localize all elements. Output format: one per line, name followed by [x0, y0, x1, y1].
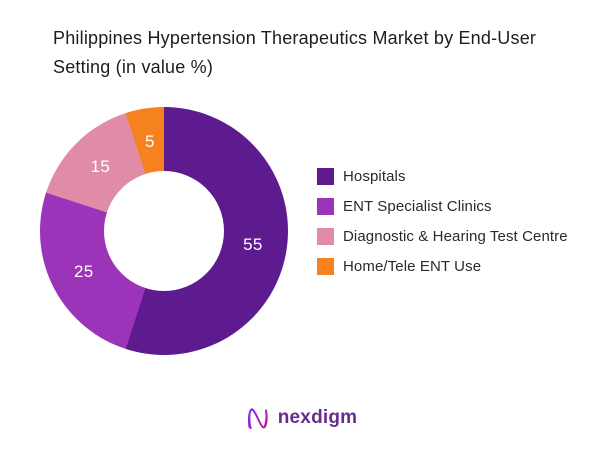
legend-item-home-tele-ent-use: Home/Tele ENT Use	[317, 258, 568, 275]
legend-label: ENT Specialist Clinics	[343, 198, 492, 215]
legend-swatch-hospitals	[317, 168, 334, 185]
chart-title: Philippines Hypertension Therapeutics Ma…	[53, 28, 537, 77]
legend-item-hospitals: Hospitals	[317, 168, 568, 185]
legend-swatch-diagnostic-hearing-test-centre	[317, 228, 334, 245]
slice-label-ent-specialist-clinics: 25	[74, 261, 94, 281]
legend: Hospitals ENT Specialist Clinics Diagnos…	[317, 168, 568, 288]
donut-hole	[104, 171, 224, 291]
logo-text: nexdigm	[277, 407, 358, 428]
slice-label-diagnostic-hearing-test-centre: 15	[90, 157, 111, 177]
legend-label: Hospitals	[343, 168, 406, 185]
nexdigm-logo: nexdigm	[245, 404, 358, 432]
legend-label: Home/Tele ENT Use	[343, 258, 482, 275]
legend-swatch-ent-specialist-clinics	[317, 198, 334, 215]
nexdigm-n-icon	[247, 408, 268, 430]
legend-label: Diagnostic & Hearing Test Centre	[343, 228, 568, 245]
slice-label-home-tele-ent-use: 5	[145, 132, 155, 152]
slice-label-hospitals: 55	[243, 235, 263, 255]
donut-chart: 55 25 15 5	[40, 107, 288, 355]
legend-item-ent-specialist-clinics: ENT Specialist Clinics	[317, 198, 568, 215]
legend-item-diagnostic-hearing-test-centre: Diagnostic & Hearing Test Centre	[317, 228, 568, 245]
legend-swatch-home-tele-ent-use	[317, 258, 334, 275]
